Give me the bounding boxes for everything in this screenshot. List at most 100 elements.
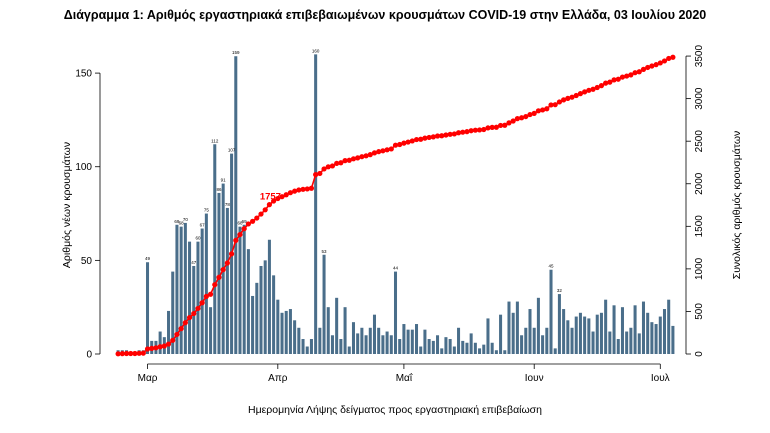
cumulative-point: [573, 92, 579, 99]
bar: [183, 222, 187, 354]
bar: [633, 305, 637, 354]
cumulative-value-label: 1757: [260, 192, 281, 203]
bar: [524, 327, 528, 354]
y-right-tick-label: 500: [694, 303, 705, 320]
bar: [225, 207, 229, 354]
cumulative-point: [611, 77, 617, 83]
cumulative-point: [607, 79, 613, 85]
cumulative-point: [325, 164, 331, 170]
bar: [465, 342, 469, 354]
cumulative-point: [338, 160, 344, 166]
cumulative-point: [115, 351, 121, 357]
cumulative-point: [510, 118, 516, 124]
cumulative-point: [506, 120, 512, 126]
bar: [629, 327, 633, 354]
cumulative-point: [523, 113, 529, 120]
bar: [259, 265, 263, 354]
bar: [246, 249, 250, 354]
cumulative-point: [401, 140, 407, 146]
bar: [288, 309, 292, 354]
bar: [423, 329, 427, 354]
bar-value-label: 91: [221, 178, 227, 183]
cumulative-value-label: 3486: [680, 0, 701, 3]
bar: [570, 327, 574, 354]
bar-value-label: 160: [312, 48, 320, 53]
cumulative-point: [367, 152, 373, 158]
cumulative-point: [624, 73, 630, 79]
cumulative-point: [321, 166, 327, 172]
bar: [507, 301, 511, 354]
y-right-tick-label: 3500: [694, 45, 705, 68]
cumulative-point: [220, 267, 226, 273]
bar: [242, 224, 246, 354]
cumulative-point: [413, 136, 420, 143]
cumulative-point: [603, 80, 609, 86]
cumulative-point: [149, 345, 155, 351]
bar: [616, 339, 620, 354]
cumulative-point: [561, 97, 567, 103]
cumulative-point: [376, 149, 382, 155]
cumulative-point: [216, 274, 222, 280]
bar: [503, 350, 507, 354]
cumulative-point: [359, 154, 365, 160]
cumulative-point: [355, 155, 361, 161]
y-right-tick-label: 2500: [694, 130, 705, 153]
cumulative-point: [594, 84, 600, 91]
cumulative-point: [619, 74, 626, 80]
bar: [457, 327, 461, 354]
cumulative-point: [460, 129, 466, 135]
bar: [293, 320, 297, 354]
bar: [650, 322, 654, 354]
cumulative-point: [666, 55, 672, 62]
cumulative-point: [279, 194, 285, 200]
cumulative-point: [653, 62, 659, 68]
bar: [213, 144, 217, 354]
cumulative-point: [153, 345, 159, 351]
bar-value-label: 159: [232, 50, 240, 55]
cumulative-point: [241, 226, 247, 232]
cumulative-point: [468, 128, 474, 134]
bar: [200, 228, 204, 354]
cumulative-point: [317, 170, 323, 177]
bar: [276, 299, 280, 354]
cumulative-point: [275, 195, 281, 202]
cumulative-point: [392, 142, 399, 148]
bar-value-label: 68: [237, 221, 243, 226]
bar: [339, 339, 343, 354]
bar: [301, 339, 305, 354]
bar: [557, 294, 561, 354]
cumulative-point: [418, 136, 424, 142]
bar: [595, 314, 599, 354]
bar: [528, 309, 532, 354]
bar-value-label: 49: [145, 256, 151, 261]
bar: [343, 307, 347, 354]
cumulative-point: [245, 221, 251, 227]
bar: [372, 314, 376, 354]
cumulative-point: [300, 186, 306, 192]
bar: [364, 335, 368, 354]
bar: [238, 226, 242, 354]
cumulative-point: [645, 64, 651, 71]
cumulative-point: [481, 126, 487, 133]
bar: [478, 348, 482, 354]
cumulative-point: [233, 237, 239, 243]
bar-value-label: 44: [393, 266, 399, 271]
cumulative-point: [565, 95, 571, 101]
axes: Μαρ Απρ Μαΐ Ιουν Ιουλ05010015005001000150020…: [75, 45, 705, 384]
bar: [562, 309, 566, 354]
bar: [545, 327, 549, 354]
bar: [196, 241, 200, 354]
cumulative-point: [582, 89, 588, 95]
cumulative-point: [397, 141, 403, 148]
bar: [553, 348, 557, 354]
cumulative-point: [342, 158, 348, 164]
bar: [146, 262, 150, 354]
cumulative-point: [514, 116, 520, 122]
cumulative-point: [577, 91, 584, 97]
bar: [667, 299, 671, 354]
bar: [158, 331, 162, 354]
x-tick-label: Μαΐ: [396, 372, 413, 384]
cumulative-point: [178, 326, 184, 332]
bar: [662, 309, 667, 354]
